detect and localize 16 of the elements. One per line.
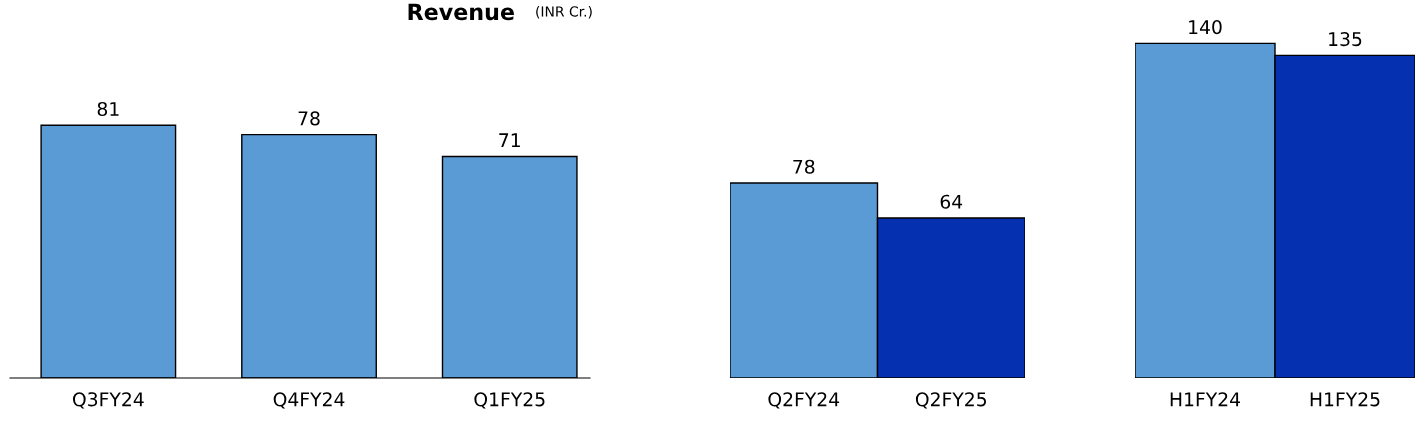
x-tick-label: Q2FY24	[768, 392, 840, 409]
data-label: 78	[298, 111, 320, 126]
x-tick-label: H1FY25	[1310, 392, 1380, 407]
x-tick-label: H1FY24	[1170, 392, 1241, 407]
chart-title: Revenue	[408, 3, 514, 21]
x-tick-label: Q1FY25	[474, 392, 545, 409]
chart-subtitle: (INR Cr.)	[536, 6, 592, 19]
data-label: 71	[499, 133, 520, 148]
x-tick-label: Q4FY24	[273, 392, 345, 409]
x-tick-label: Q2FY25	[915, 392, 986, 409]
x-tick-label: Q3FY24	[73, 392, 144, 409]
data-label: 64	[940, 194, 963, 209]
data-label: 140	[1189, 20, 1222, 35]
data-label: 78	[793, 159, 815, 174]
data-label: 135	[1329, 31, 1362, 47]
data-label: 81	[97, 101, 119, 117]
